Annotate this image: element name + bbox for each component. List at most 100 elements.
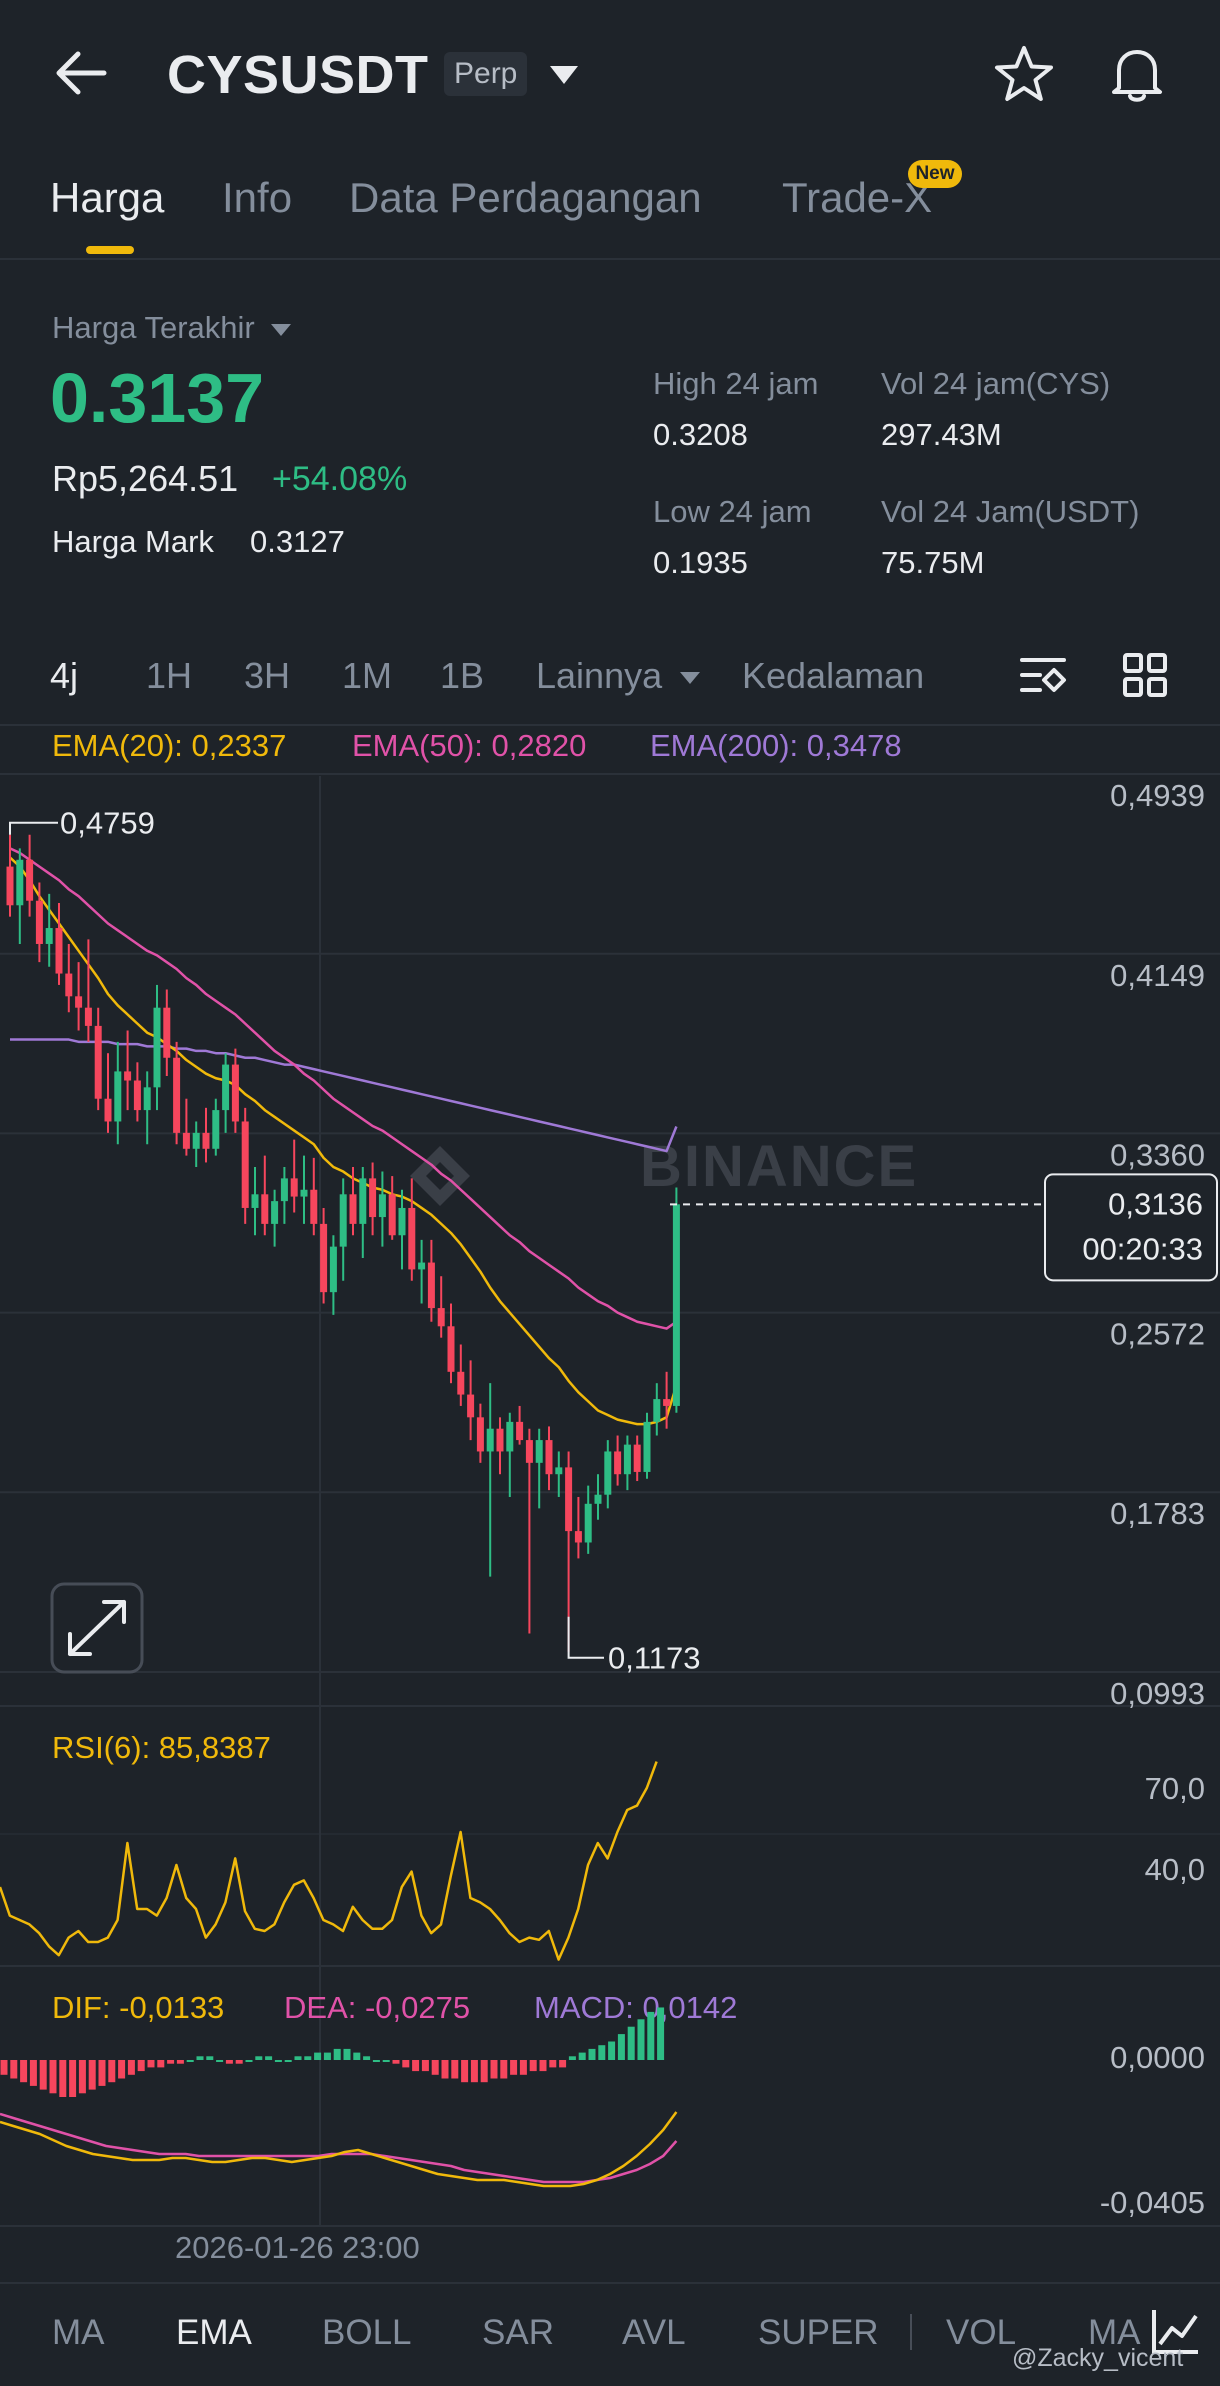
indicator-bar [0, 2282, 1220, 2386]
candle-body [574, 1531, 582, 1543]
interval-1h[interactable]: 1H [146, 655, 193, 696]
candle-body [192, 1132, 200, 1149]
rsi-line [0, 1761, 658, 1961]
macd-bar [20, 2060, 28, 2083]
interval-3h[interactable]: 3H [244, 655, 291, 696]
candle-body [506, 1421, 514, 1452]
last-price: 0.3137 [50, 359, 265, 437]
rsi-tick-40: 40,0 [1145, 1852, 1205, 1887]
candle-body [182, 1132, 190, 1149]
candle-body [202, 1132, 210, 1149]
macd-bar [78, 2060, 86, 2094]
legend-ema20: EMA(20): 0,2337 [52, 728, 286, 763]
price-chart[interactable]: BINANCE EMA(20): 0,2337 EMA(50): 0,2820 … [0, 726, 1220, 2276]
chevron-down-icon [271, 323, 292, 336]
chevron-down-icon[interactable] [548, 62, 580, 86]
tab-trade-x[interactable]: Trade-X [782, 174, 933, 221]
macd-bar [255, 2056, 263, 2060]
interval-more[interactable]: Lainnya [536, 652, 702, 700]
high-24h-value: 0.3208 [653, 417, 748, 452]
interval-1b[interactable]: 1B [440, 655, 485, 696]
interval-more-label: Lainnya [536, 655, 663, 696]
indicator-boll[interactable]: BOLL [322, 2313, 412, 2352]
indicator-ema[interactable]: EMA [176, 2313, 252, 2352]
candle-body [231, 1064, 239, 1122]
y-tick-label: 0,4149 [1110, 958, 1205, 993]
indicator-sar[interactable]: SAR [482, 2313, 554, 2352]
high-marker: 0,4759 [60, 806, 155, 841]
candle-body [271, 1201, 279, 1224]
layout-grid-icon[interactable] [1122, 652, 1168, 698]
macd-bar [480, 2060, 488, 2083]
indicator-ma-sub[interactable]: MA [1088, 2313, 1141, 2352]
indicator-settings-icon[interactable] [1018, 652, 1068, 698]
candle-body [496, 1428, 504, 1452]
macd-tick-zero: 0,0000 [1110, 2040, 1205, 2075]
last-price-label[interactable]: Harga Terakhir [52, 308, 293, 348]
depth-tab[interactable]: Kedalaman [742, 655, 925, 696]
macd-bar [284, 2060, 292, 2062]
candle-body [467, 1394, 475, 1418]
y-tick-label: 0,3360 [1110, 1137, 1205, 1172]
ema50-path [9, 847, 678, 1330]
symbol-title[interactable]: CYSUSDT [167, 45, 429, 105]
tab-info[interactable]: Info [222, 174, 293, 221]
indicator-vol[interactable]: VOL [946, 2313, 1017, 2352]
y-axis-ticks: 0,4939 0,4149 0,3360 0,2572 0,1783 0,0993 [1110, 778, 1205, 1711]
candle-body [241, 1121, 249, 1208]
tab-harga[interactable]: Harga [50, 174, 165, 221]
interval-4j[interactable]: 4j [50, 655, 79, 696]
macd-bar [392, 2060, 400, 2064]
rsi-path [0, 1761, 658, 1961]
macd-tick-low: -0,0405 [1100, 2185, 1205, 2220]
last-price-value: 0,3136 [1108, 1186, 1203, 1221]
low-marker: 0,1173 [608, 1641, 701, 1676]
macd-bar [588, 2048, 596, 2060]
macd-bar [402, 2060, 410, 2068]
candle-body [437, 1308, 445, 1327]
macd-bar [363, 2056, 371, 2060]
macd-dif-path [0, 2111, 678, 2188]
candle-body [584, 1503, 592, 1543]
indicator-avl[interactable]: AVL [622, 2313, 686, 2352]
interval-1m[interactable]: 1M [342, 655, 393, 696]
legend-ema200: EMA(200): 0,3478 [650, 728, 902, 763]
back-arrow-icon[interactable] [48, 40, 114, 106]
candle-body [516, 1421, 524, 1441]
low-24h-label: Low 24 jam [653, 494, 812, 529]
y-tick-label: 0,0993 [1110, 1676, 1205, 1711]
macd-bar [529, 2060, 537, 2072]
star-icon[interactable] [992, 42, 1056, 106]
change-percent: +54.08% [272, 460, 408, 498]
candle-body [222, 1064, 230, 1111]
macd-bar [617, 2034, 625, 2060]
macd-bar [176, 2060, 184, 2064]
indicator-super[interactable]: SUPER [758, 2313, 879, 2352]
candle-body [261, 1194, 269, 1224]
x-axis-label: 2026-01-26 23:00 [175, 2230, 420, 2265]
indicator-ma[interactable]: MA [52, 2313, 105, 2352]
macd-bar [500, 2060, 508, 2079]
high-24h-label: High 24 jam [653, 366, 819, 401]
macd-bar [451, 2060, 459, 2079]
candle-body [388, 1194, 396, 1236]
candle-body [555, 1467, 563, 1475]
candle-body [280, 1178, 288, 1202]
candle-body [339, 1194, 347, 1247]
candle-body [476, 1417, 484, 1452]
vol-quote-value: 75.75M [881, 545, 985, 580]
candle-body [65, 973, 73, 997]
candle-body [6, 866, 14, 906]
candle-body [525, 1440, 533, 1463]
chart-settings-icon[interactable] [1150, 2306, 1202, 2356]
candle-body [643, 1421, 651, 1472]
macd-bar [608, 2041, 616, 2060]
candle-body [104, 1098, 112, 1122]
bell-icon[interactable] [1105, 42, 1169, 106]
candle-body [633, 1444, 641, 1472]
macd-bar [568, 2056, 576, 2060]
binance-watermark: BINANCE [640, 1134, 918, 1199]
tab-data-perdagangan[interactable]: Data Perdagangan [349, 174, 702, 221]
macd-bar [59, 2060, 67, 2097]
macd-bar [127, 2060, 135, 2075]
